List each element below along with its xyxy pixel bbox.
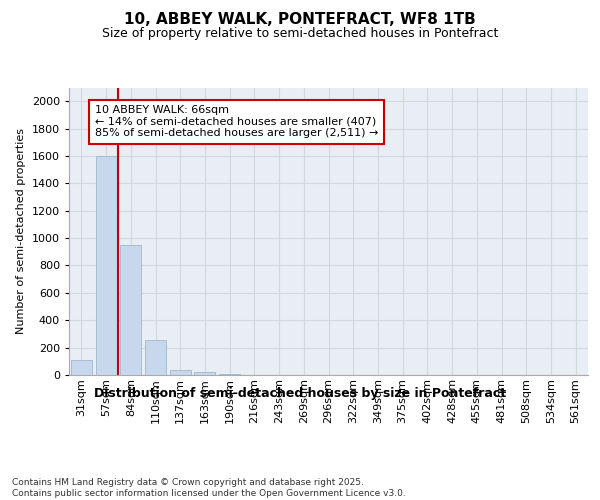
Text: Contains HM Land Registry data © Crown copyright and database right 2025.
Contai: Contains HM Land Registry data © Crown c…: [12, 478, 406, 498]
Bar: [120, 245, 141, 375]
Y-axis label: Number of semi-detached properties: Number of semi-detached properties: [16, 128, 26, 334]
Bar: [194, 372, 215, 375]
Text: 10 ABBEY WALK: 66sqm
← 14% of semi-detached houses are smaller (407)
85% of semi: 10 ABBEY WALK: 66sqm ← 14% of semi-detac…: [95, 106, 379, 138]
Bar: [219, 374, 240, 375]
Text: Size of property relative to semi-detached houses in Pontefract: Size of property relative to semi-detach…: [102, 28, 498, 40]
Bar: [145, 340, 166, 375]
Bar: [170, 370, 191, 375]
Bar: [71, 360, 92, 375]
Text: 10, ABBEY WALK, PONTEFRACT, WF8 1TB: 10, ABBEY WALK, PONTEFRACT, WF8 1TB: [124, 12, 476, 28]
Bar: [95, 156, 116, 375]
Text: Distribution of semi-detached houses by size in Pontefract: Distribution of semi-detached houses by …: [94, 388, 506, 400]
